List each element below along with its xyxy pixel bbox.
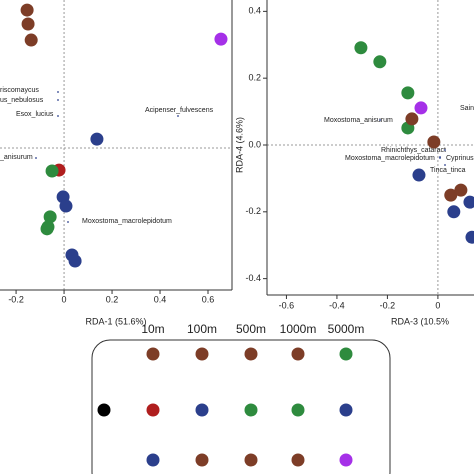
point bbox=[354, 41, 368, 55]
point bbox=[463, 195, 474, 209]
species-label: Tinca_tinca bbox=[430, 167, 466, 174]
y-axis-title: RDA-4 (4.6%) bbox=[234, 117, 244, 173]
point bbox=[214, 32, 228, 46]
y-tick-label: 0.4 bbox=[248, 6, 261, 16]
species-label: Esox_lucius bbox=[16, 111, 54, 118]
point bbox=[24, 33, 38, 47]
legend-dot bbox=[291, 347, 305, 361]
x-tick-label: 0 bbox=[62, 294, 67, 304]
legend-header: 100m bbox=[187, 322, 217, 336]
legend-box bbox=[91, 339, 391, 474]
species-point bbox=[57, 91, 59, 93]
point bbox=[444, 188, 458, 202]
legend-dot bbox=[244, 453, 258, 467]
legend-dot bbox=[339, 403, 353, 417]
species-point bbox=[439, 156, 441, 158]
x-tick-label: 0 bbox=[435, 300, 440, 310]
point bbox=[59, 199, 73, 213]
point bbox=[373, 55, 387, 69]
legend-header: 5000m bbox=[328, 322, 365, 336]
species-point bbox=[444, 149, 446, 151]
species-label: us_nebulosus bbox=[0, 97, 44, 104]
species-label: Cyprinus bbox=[446, 155, 474, 162]
species-point bbox=[67, 221, 69, 223]
species-label: Sain bbox=[460, 105, 474, 112]
legend-header: 500m bbox=[236, 322, 266, 336]
point bbox=[447, 205, 461, 219]
point bbox=[45, 164, 59, 178]
point bbox=[40, 222, 54, 236]
legend-dot bbox=[339, 453, 353, 467]
point bbox=[454, 183, 468, 197]
x-tick-label: -0.4 bbox=[329, 300, 345, 310]
y-tick-label: 0.2 bbox=[248, 73, 261, 83]
point bbox=[90, 132, 104, 146]
species-point bbox=[444, 164, 446, 166]
species-point bbox=[379, 119, 381, 121]
legend-header: 10m bbox=[141, 322, 164, 336]
y-tick-label: 0.0 bbox=[248, 139, 261, 149]
point bbox=[465, 230, 474, 244]
point bbox=[68, 254, 82, 268]
legend-dot bbox=[97, 403, 111, 417]
point bbox=[414, 101, 428, 115]
x-tick-label: -0.2 bbox=[380, 300, 396, 310]
y-tick-label: -0.2 bbox=[245, 206, 261, 216]
legend-header: 1000m bbox=[280, 322, 317, 336]
legend-dot bbox=[146, 347, 160, 361]
species-label: Moxostoma_macrolepidotum bbox=[82, 218, 172, 225]
species-label: Moxostoma_anisurum bbox=[324, 117, 393, 124]
x-tick-label: 0.2 bbox=[106, 294, 119, 304]
x-axis-title: RDA-1 (51.6%) bbox=[85, 316, 146, 326]
point bbox=[427, 135, 441, 149]
legend-dot bbox=[146, 403, 160, 417]
species-point bbox=[35, 157, 37, 159]
x-tick-label: 0.4 bbox=[154, 294, 167, 304]
x-axis-title: RDA-3 (10.5% bbox=[391, 316, 449, 326]
species-point bbox=[57, 99, 59, 101]
legend-dot bbox=[146, 453, 160, 467]
species-point bbox=[177, 115, 179, 117]
legend-dot bbox=[291, 453, 305, 467]
legend-dot bbox=[291, 403, 305, 417]
legend-dot bbox=[244, 403, 258, 417]
species-label: _anisurum bbox=[0, 154, 33, 161]
species-label: Moxostoma_macrolepidotum bbox=[345, 155, 435, 162]
point bbox=[412, 168, 426, 182]
point bbox=[20, 3, 34, 17]
x-tick-label: -0.6 bbox=[279, 300, 295, 310]
legend-dot bbox=[195, 347, 209, 361]
species-point bbox=[57, 115, 59, 117]
point bbox=[43, 210, 57, 224]
species-label: riscomaycus bbox=[0, 87, 39, 94]
x-tick-label: 0.6 bbox=[202, 294, 215, 304]
species-label: Rhinichthys_cataract bbox=[381, 147, 446, 154]
legend-dot bbox=[195, 403, 209, 417]
legend-dot bbox=[244, 347, 258, 361]
legend-dot bbox=[339, 347, 353, 361]
point bbox=[405, 112, 419, 126]
legend-dot bbox=[195, 453, 209, 467]
point bbox=[401, 86, 415, 100]
x-tick-label: -0.2 bbox=[8, 294, 24, 304]
y-tick-label: -0.4 bbox=[245, 273, 261, 283]
species-label: Acipenser_fulvescens bbox=[145, 107, 214, 114]
point bbox=[21, 17, 35, 31]
